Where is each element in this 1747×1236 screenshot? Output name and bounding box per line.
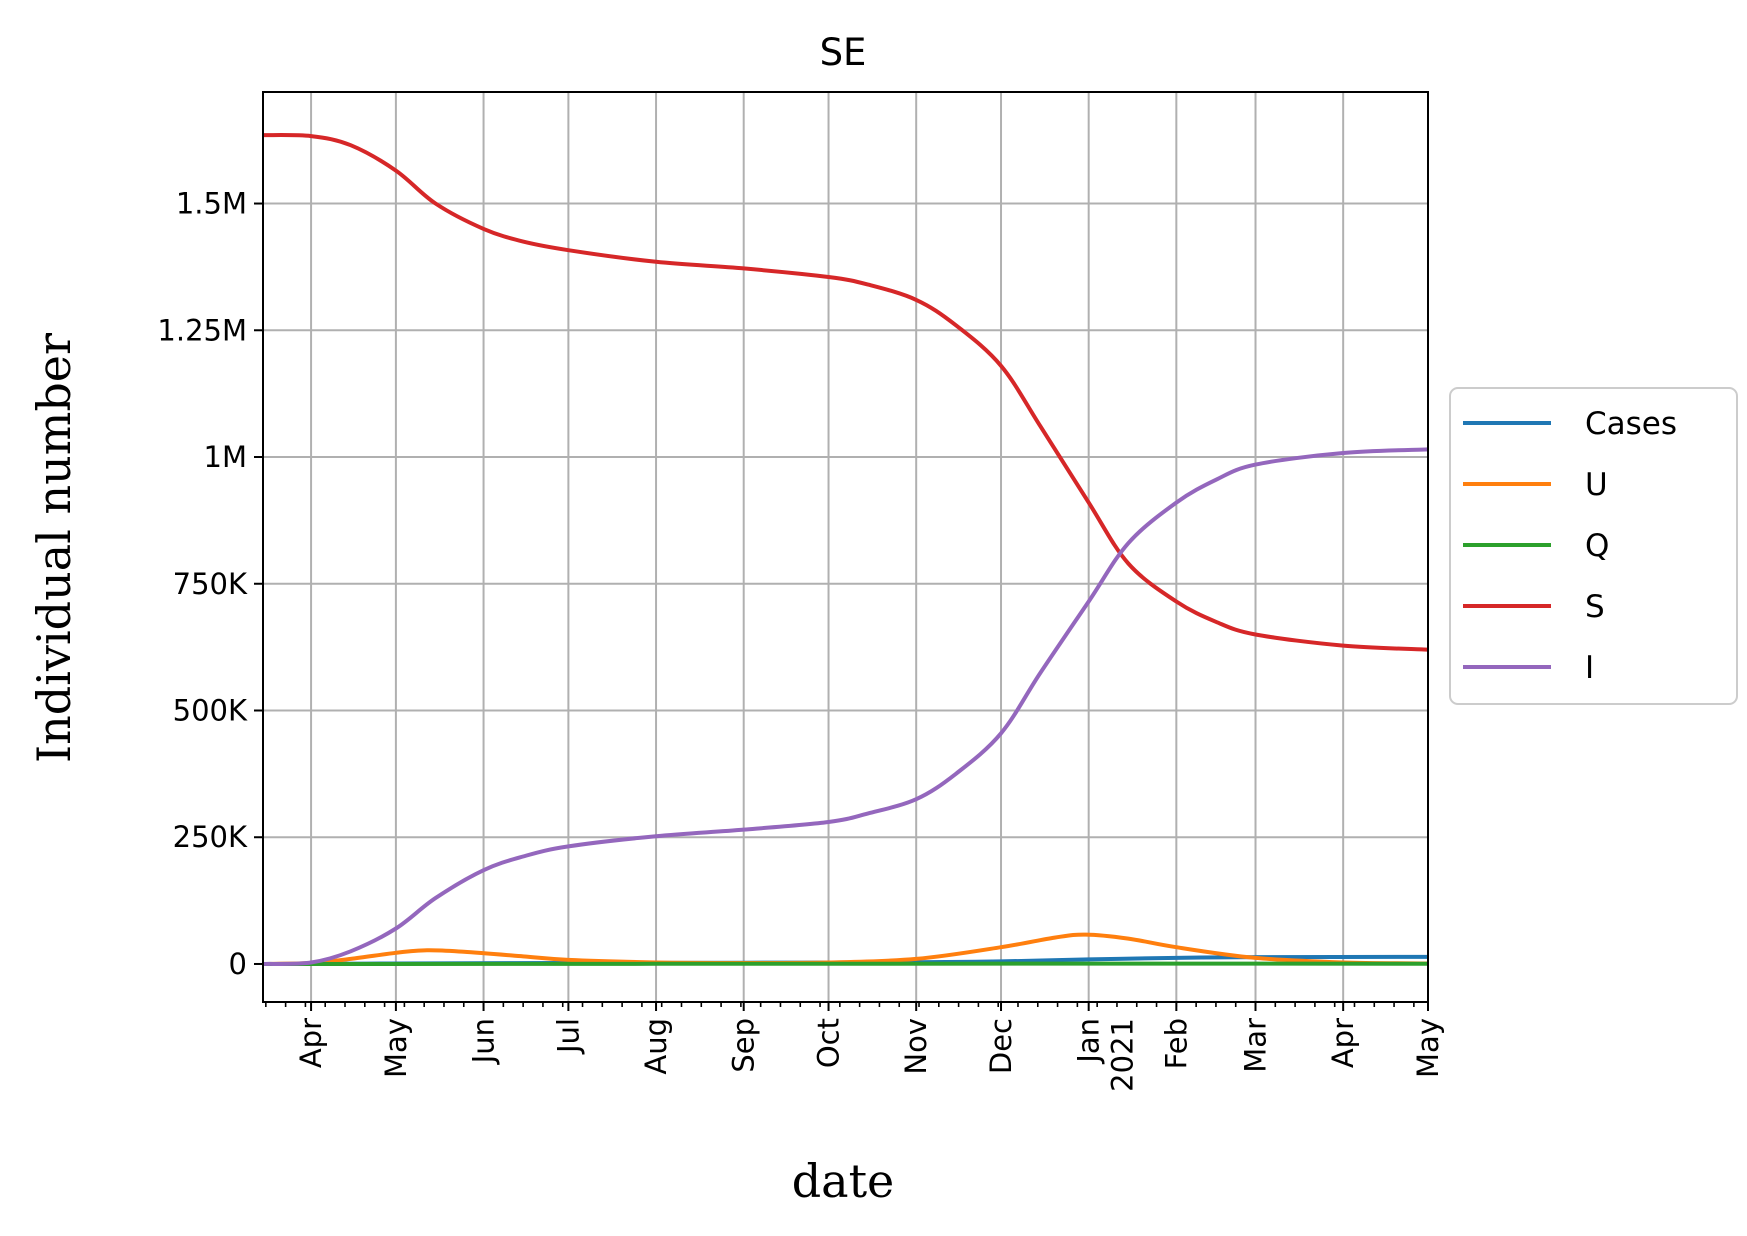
legend-label-q: Q (1585, 528, 1609, 564)
x-tick-label-group: May (379, 1018, 413, 1078)
x-tick-label-group: Apr (294, 1018, 328, 1068)
x-tick-label: Aug (639, 1018, 673, 1075)
x-tick-label-group: Apr (1326, 1018, 1360, 1068)
x-tick-label-group: 2021 (1106, 1018, 1140, 1092)
x-tick-label-group: Nov (899, 1018, 933, 1075)
series-line-i (262, 447, 1429, 966)
x-tick-label: Jan (1072, 1018, 1106, 1065)
x-tick-label-group: Oct (812, 1018, 846, 1068)
x-tick-label-group: Feb (1159, 1018, 1193, 1069)
y-tick-label: 750K (173, 567, 248, 601)
x-tick-label: Dec (984, 1018, 1018, 1074)
x-axis-label: date (792, 1154, 895, 1208)
x-tick-label: Apr (294, 1018, 328, 1068)
legend-label-i: I (1585, 650, 1594, 686)
x-tick-label: Apr (1326, 1018, 1360, 1068)
legend-label-cases: Cases (1585, 406, 1677, 442)
x-tick-label: Feb (1159, 1018, 1193, 1069)
x-tick-label-group: Mar (1239, 1018, 1273, 1073)
x-axis: Apr May Jun Jul Aug Sep Oct Nov Dec Jan 2021 Feb Mar… (265, 1002, 1445, 1092)
x-tick-label: Jul (551, 1018, 585, 1055)
chart-title: SE (820, 31, 867, 74)
y-axis-label: Individual number (27, 333, 81, 763)
x-tick-label: Sep (727, 1018, 761, 1073)
x-tick-label: Nov (899, 1018, 933, 1075)
y-tick-label: 1.5M (176, 187, 247, 221)
x-tick-label-year: 2021 (1106, 1018, 1140, 1092)
y-tick-label: 250K (173, 820, 248, 854)
y-tick-label: 0 (229, 947, 247, 981)
x-tick-label: Mar (1239, 1018, 1273, 1073)
legend-box (1449, 387, 1738, 705)
y-axis: 0 250K 500K 750K 1M 1.25M 1.5M (157, 187, 263, 981)
x-tick-label-group: May (1411, 1018, 1445, 1078)
y-tick-label: 500K (173, 693, 248, 727)
x-tick-label-group: Sep (727, 1018, 761, 1073)
series-lines (262, 133, 1429, 966)
x-tick-label-group: Jun (467, 1018, 501, 1065)
series-line-s (262, 133, 1429, 652)
x-tick-label-group: Dec (984, 1018, 1018, 1074)
grid (263, 92, 1429, 1002)
x-tick-label-group: Jan (1072, 1018, 1106, 1065)
x-tick-label: May (379, 1018, 413, 1078)
legend-label-s: S (1585, 589, 1605, 625)
x-tick-label: Jun (467, 1018, 501, 1065)
x-tick-label: Oct (812, 1018, 846, 1068)
y-tick-label: 1M (204, 440, 247, 474)
legend-label-u: U (1585, 467, 1608, 503)
x-tick-label-group: Jul (551, 1018, 585, 1055)
x-tick-label: May (1411, 1018, 1445, 1078)
plot-frame (262, 91, 1429, 1003)
y-tick-label: 1.25M (157, 313, 247, 347)
x-tick-label-group: Aug (639, 1018, 673, 1075)
